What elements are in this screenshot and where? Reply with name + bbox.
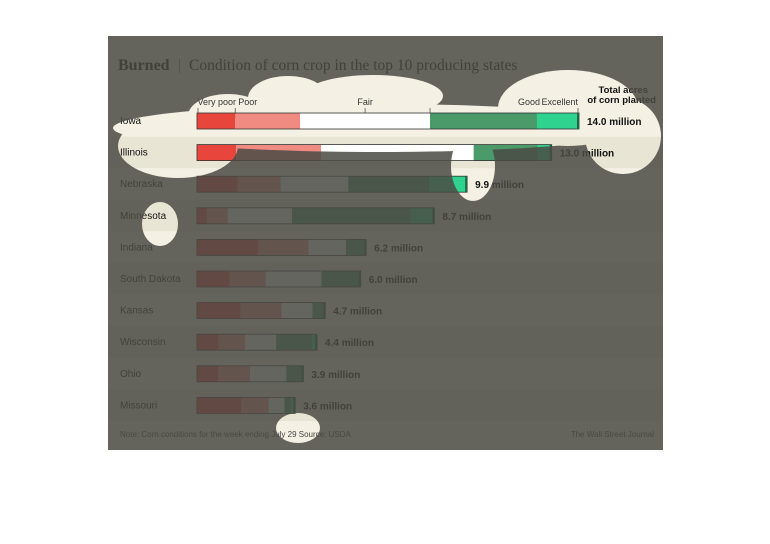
- state-label-kansas: Kansas: [120, 306, 153, 317]
- bar-end-mark-missouri: [293, 397, 296, 414]
- bar-nebraska-poor: [237, 176, 281, 193]
- state-label-south-dakota: South Dakota: [120, 274, 181, 285]
- bar-minnesota-poor: [206, 207, 228, 224]
- chart-card: Burned | Condition of corn crop in the t…: [108, 36, 663, 450]
- bar-minnesota-good: [291, 207, 411, 224]
- bar-kansas-fair: [281, 302, 313, 319]
- bar-end-mark-iowa: [577, 113, 579, 129]
- bar-south-dakota-good: [321, 271, 361, 287]
- total-label-iowa: 14.0 million: [587, 117, 641, 128]
- bar-wisconsin-fair: [245, 334, 277, 351]
- condition-label-good: Good: [518, 97, 540, 107]
- bar-minnesota-excellent: [410, 207, 435, 224]
- chart-footer: Note: Corn conditions for the week endin…: [120, 430, 654, 439]
- total-label-missouri: 3.6 million: [303, 401, 352, 412]
- chart-svg: Burned | Condition of corn crop in the t…: [108, 57, 663, 439]
- bar-wisconsin-very-poor: [197, 334, 219, 351]
- bar-end-mark-south-dakota: [358, 271, 361, 287]
- bar-end-mark-minnesota: [432, 207, 435, 224]
- bar-minnesota-fair: [227, 207, 292, 224]
- row-stripe-missouri: [108, 389, 663, 421]
- condition-label-fair: Fair: [357, 97, 373, 107]
- state-label-iowa: Iowa: [120, 116, 142, 127]
- bar-illinois-good: [473, 144, 538, 161]
- bar-iowa-very-poor: [197, 113, 236, 129]
- chart-title: Condition of corn crop in the top 10 pro…: [189, 57, 517, 74]
- chart-title-separator: |: [178, 57, 181, 74]
- bar-missouri-very-poor: [197, 397, 242, 414]
- bar-kansas-poor: [240, 302, 282, 319]
- bar-indiana-very-poor: [197, 239, 258, 256]
- bar-nebraska-fair: [280, 176, 349, 193]
- bar-indiana-poor: [257, 239, 309, 256]
- bar-ohio-very-poor: [197, 365, 219, 382]
- state-label-wisconsin: Wisconsin: [120, 337, 166, 348]
- chart-credit: The Wall Street Journal: [571, 430, 655, 439]
- bar-missouri-good: [284, 397, 292, 414]
- bar-iowa-excellent: [536, 113, 579, 129]
- bar-missouri-poor: [241, 397, 269, 414]
- bar-illinois-very-poor: [197, 144, 237, 161]
- state-label-indiana: Indiana: [120, 242, 153, 253]
- bar-end-mark-wisconsin: [315, 334, 318, 351]
- bar-end-mark-nebraska: [465, 176, 468, 193]
- bar-end-mark-indiana: [364, 239, 367, 256]
- condition-label-very-poor: Very poor: [198, 97, 237, 107]
- total-acres-header-line2: of corn planted: [587, 95, 656, 106]
- state-label-missouri: Missouri: [120, 400, 157, 411]
- total-label-illinois: 13.0 million: [560, 149, 614, 160]
- bar-wisconsin-poor: [218, 334, 246, 351]
- bar-ohio-good: [286, 365, 304, 382]
- total-label-south-dakota: 6.0 million: [369, 275, 418, 286]
- bar-indiana-fair: [308, 239, 346, 256]
- bar-missouri-fair: [268, 397, 285, 414]
- bar-wisconsin-good: [276, 334, 313, 351]
- bar-iowa-poor: [235, 113, 301, 129]
- bar-end-mark-ohio: [301, 365, 304, 382]
- bar-illinois-fair: [321, 144, 474, 161]
- total-label-indiana: 6.2 million: [374, 243, 423, 254]
- bar-end-mark-illinois: [549, 144, 552, 161]
- total-label-minnesota: 8.7 million: [442, 212, 491, 223]
- bar-south-dakota-very-poor: [197, 271, 230, 287]
- total-label-kansas: 4.7 million: [333, 307, 382, 318]
- state-label-illinois: Illinois: [120, 148, 148, 159]
- bar-kansas-very-poor: [197, 302, 241, 319]
- bar-south-dakota-fair: [265, 271, 322, 287]
- total-label-wisconsin: 4.4 million: [325, 338, 374, 349]
- bar-end-mark-kansas: [323, 302, 326, 319]
- bar-iowa-fair: [300, 113, 431, 129]
- total-label-ohio: 3.9 million: [311, 370, 360, 381]
- bar-illinois-poor: [236, 144, 322, 161]
- state-label-ohio: Ohio: [120, 369, 142, 380]
- condition-label-excellent: Excellent: [541, 97, 578, 107]
- bar-ohio-fair: [250, 365, 287, 382]
- total-label-nebraska: 9.9 million: [475, 180, 524, 191]
- bar-south-dakota-poor: [229, 271, 266, 287]
- chart-title-bold: Burned: [118, 57, 170, 74]
- bar-nebraska-good: [348, 176, 430, 193]
- bar-ohio-poor: [218, 365, 251, 382]
- bar-nebraska-very-poor: [197, 176, 238, 193]
- bar-minnesota-very-poor: [197, 207, 207, 224]
- bar-illinois-excellent: [537, 144, 552, 161]
- state-label-minnesota: Minnesota: [120, 211, 167, 222]
- bar-iowa-good: [430, 113, 537, 129]
- condition-label-poor: Poor: [238, 97, 257, 107]
- bar-nebraska-excellent: [429, 176, 468, 193]
- state-label-nebraska: Nebraska: [120, 179, 163, 190]
- bar-indiana-good: [345, 239, 367, 256]
- row-stripe-wisconsin: [108, 326, 663, 358]
- chart-note: Note: Corn conditions for the week endin…: [120, 430, 351, 439]
